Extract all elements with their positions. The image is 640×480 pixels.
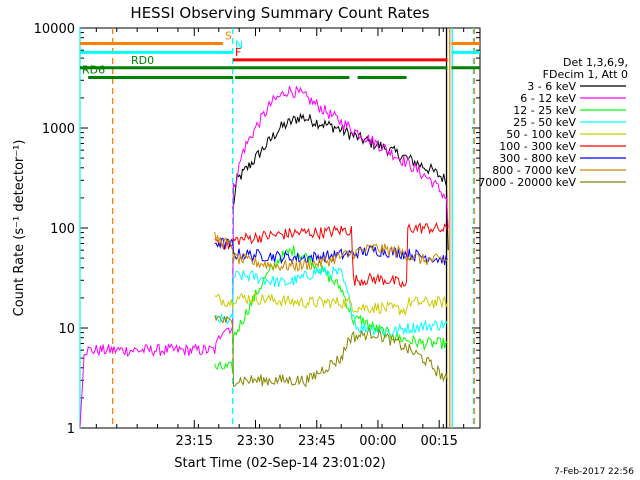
x-tick-label: 23:45 bbox=[298, 434, 335, 449]
y-tick-label: 10 bbox=[58, 322, 75, 337]
legend-entry: 25 - 50 keV bbox=[513, 116, 576, 129]
plot-frame bbox=[79, 27, 481, 429]
legend-entry: 300 - 800 keV bbox=[499, 152, 576, 165]
y-tick-label: 100 bbox=[50, 222, 75, 237]
x-tick-label: 00:00 bbox=[359, 434, 396, 449]
flag-label: N bbox=[235, 38, 243, 51]
flag-label: RD0 bbox=[131, 54, 154, 67]
x-tick-label: 00:15 bbox=[420, 434, 457, 449]
legend-entry: 6 - 12 keV bbox=[520, 92, 576, 105]
series-line bbox=[79, 85, 449, 427]
series-line bbox=[214, 221, 448, 289]
series-line bbox=[214, 292, 448, 316]
timestamp: 7-Feb-2017 22:56 bbox=[554, 467, 634, 477]
series-line bbox=[214, 231, 448, 272]
flag-label: F bbox=[235, 46, 241, 59]
series-line bbox=[214, 314, 448, 388]
legend-header: FDecim 1, Att 0 bbox=[543, 68, 628, 81]
chart-title: HESSI Observing Summary Count Rates bbox=[130, 4, 429, 22]
y-tick-label: 1000 bbox=[42, 122, 75, 137]
flag-label: S bbox=[225, 29, 232, 42]
legend-entry: 100 - 300 keV bbox=[499, 140, 576, 153]
legend-entry: 50 - 100 keV bbox=[506, 128, 576, 141]
legend-entry: 800 - 7000 keV bbox=[492, 164, 576, 177]
x-axis-label: Start Time (02-Sep-14 23:01:02) bbox=[174, 456, 385, 471]
series-line bbox=[214, 265, 448, 336]
x-tick-label: 23:15 bbox=[176, 434, 213, 449]
y-tick-label: 1 bbox=[67, 422, 75, 437]
plot-area: 1 10 100 1000 10000 23:15 23:30 23:45 00:00 00:15… bbox=[34, 22, 481, 449]
y-axis-label: Count Rate (s⁻¹ detector⁻¹) bbox=[12, 140, 27, 317]
legend-entry: 12 - 25 keV bbox=[513, 104, 576, 117]
x-tick-label: 23:30 bbox=[237, 434, 274, 449]
series-line bbox=[214, 237, 448, 265]
y-tick-label: 10000 bbox=[34, 22, 75, 37]
series-line bbox=[232, 112, 449, 251]
flag-label: RD6 bbox=[82, 63, 105, 76]
legend-entry: 3 - 6 keV bbox=[527, 80, 576, 93]
legend-header: Det 1,3,6,9, bbox=[563, 56, 628, 69]
legend-entry: 7000 - 20000 keV bbox=[478, 176, 576, 189]
